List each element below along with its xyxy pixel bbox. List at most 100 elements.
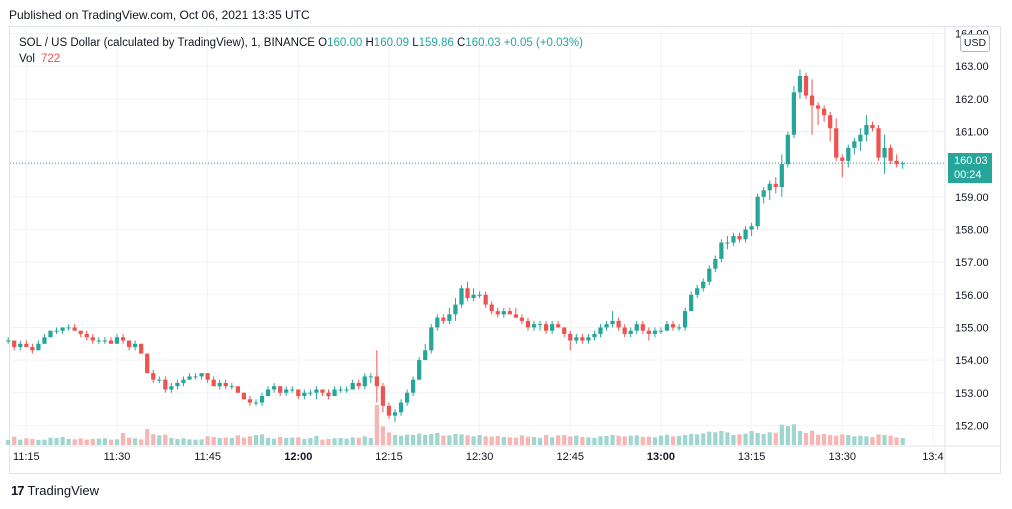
volume-bar xyxy=(864,436,869,445)
candle-body xyxy=(145,353,150,374)
candle-body xyxy=(169,386,174,390)
candle-body xyxy=(6,340,11,342)
tradingview-logo[interactable]: 17 TradingView xyxy=(11,483,99,498)
candle-body xyxy=(604,324,609,328)
volume-bar xyxy=(894,437,899,445)
candle-body xyxy=(628,330,633,334)
volume-bar xyxy=(459,434,464,445)
candle-body xyxy=(211,379,216,387)
candle-body xyxy=(459,288,464,305)
candle-body xyxy=(646,330,651,334)
candle-body xyxy=(658,330,664,332)
price-tick-label: 152.00 xyxy=(955,420,989,432)
legend-change: +0.05 (+0.03%) xyxy=(503,37,583,49)
candle-body xyxy=(525,320,531,328)
legend-open-value: 160.00 xyxy=(327,37,363,49)
candle-body xyxy=(652,330,658,334)
time-tick-label: 12:15 xyxy=(375,451,403,463)
legend-high-label: H xyxy=(365,37,374,49)
volume-bar xyxy=(658,435,664,445)
candle-body xyxy=(598,327,603,334)
volume-bar xyxy=(701,433,706,445)
candle-body xyxy=(78,330,83,334)
volume-bar xyxy=(223,437,228,445)
volume-bar xyxy=(6,440,11,445)
volume-bar xyxy=(707,431,712,445)
candle-body xyxy=(326,392,331,397)
candle-body xyxy=(84,333,89,338)
candle-body xyxy=(302,392,307,397)
candle-body xyxy=(900,163,905,165)
candle-body xyxy=(719,242,724,259)
volume-bar xyxy=(241,437,247,445)
price-tick-label: 156.00 xyxy=(955,290,989,302)
candle-body xyxy=(441,317,446,321)
time-tick-label: 12:30 xyxy=(466,451,494,463)
candle-body xyxy=(435,317,440,328)
candle-body xyxy=(501,311,506,315)
chart-frame[interactable] xyxy=(9,26,1001,474)
candle-body xyxy=(217,382,222,387)
volume-bar xyxy=(610,435,615,445)
price-tick-label: 161.00 xyxy=(955,127,989,139)
candle-body xyxy=(404,392,410,403)
candle-body xyxy=(114,337,120,344)
candle-body xyxy=(689,294,694,312)
candle-body xyxy=(809,95,815,106)
candle-body xyxy=(175,382,180,387)
volume-bar xyxy=(743,433,748,445)
volume-bar xyxy=(211,437,216,445)
volume-bar xyxy=(646,436,651,445)
candle-body xyxy=(42,337,47,344)
candle-body xyxy=(537,324,543,326)
candle-body xyxy=(676,327,682,329)
candle-body xyxy=(870,124,875,129)
candle-body xyxy=(350,382,355,390)
volume-bar xyxy=(749,431,754,445)
volume-bar xyxy=(12,436,17,445)
volume-bar xyxy=(562,435,567,445)
legend-volume-row: Vol 722 xyxy=(19,51,583,67)
volume-bar xyxy=(634,435,639,445)
last-price-tag: 160.03 00:24 xyxy=(948,153,992,183)
volume-bar xyxy=(157,435,162,445)
volume-bar xyxy=(689,434,694,445)
volume-bar xyxy=(815,434,821,445)
volume-bar xyxy=(773,432,778,445)
volume-bar xyxy=(598,436,603,445)
candle-body xyxy=(247,399,253,403)
volume-bar xyxy=(404,434,410,445)
candle-body xyxy=(386,405,392,416)
candle-body xyxy=(773,183,778,188)
volume-bar xyxy=(120,433,126,445)
currency-button[interactable]: USD xyxy=(960,34,990,52)
candle-body xyxy=(477,294,482,296)
candle-body xyxy=(707,268,712,282)
price-tick-label: 158.00 xyxy=(955,224,989,236)
candle-body xyxy=(682,311,688,328)
volume-bar xyxy=(652,437,658,445)
volume-bar xyxy=(36,440,41,445)
volume-bar xyxy=(592,438,597,445)
candle-body xyxy=(882,147,887,158)
candle-body xyxy=(278,386,283,393)
volume-bar xyxy=(519,435,525,445)
volume-bar xyxy=(477,435,482,445)
candle-body xyxy=(519,317,525,321)
legend-volume-label: Vol xyxy=(19,53,35,65)
candle-body xyxy=(779,164,784,188)
candle-body xyxy=(90,337,95,341)
candle-body xyxy=(417,360,422,380)
candle-body xyxy=(411,379,416,393)
chart-legend: SOL / US Dollar (calculated by TradingVi… xyxy=(19,35,583,67)
volume-bar xyxy=(66,439,71,445)
volume-bar xyxy=(42,439,47,445)
candle-body xyxy=(199,373,204,377)
volume-bar xyxy=(139,439,144,445)
volume-bar xyxy=(471,436,476,445)
candle-body xyxy=(586,337,591,341)
volume-bar xyxy=(513,437,518,445)
candle-body xyxy=(822,108,827,116)
candle-body xyxy=(803,75,809,96)
